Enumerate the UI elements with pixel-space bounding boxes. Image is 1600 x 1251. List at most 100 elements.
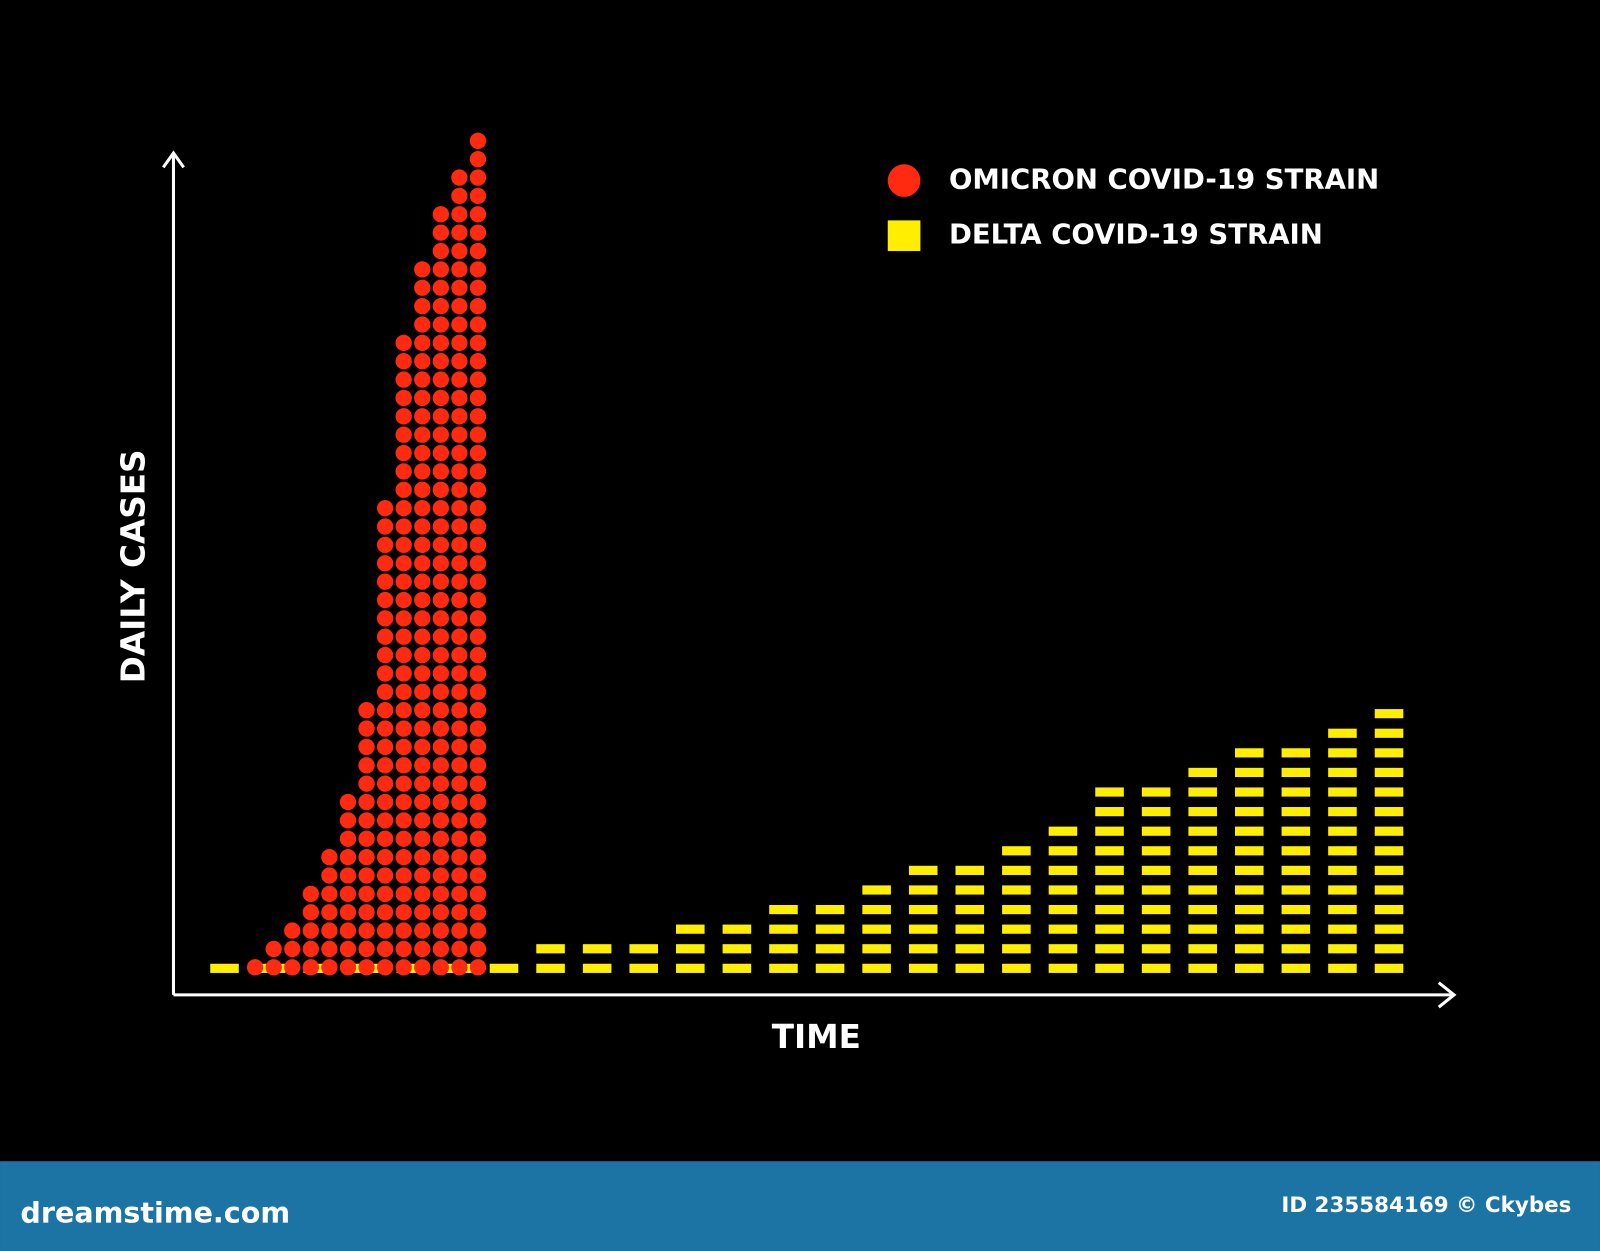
dash [1374, 826, 1404, 836]
column [676, 924, 705, 973]
dot [376, 940, 394, 958]
dot [395, 683, 412, 700]
dot [469, 738, 487, 756]
dash [1234, 787, 1264, 797]
dash [1328, 767, 1357, 778]
dot [451, 206, 468, 223]
column [414, 261, 431, 976]
dot [432, 371, 449, 388]
dot [451, 830, 468, 847]
dot [376, 591, 394, 609]
dash [1095, 865, 1124, 875]
footer-bar [0, 1161, 1600, 1251]
dot [469, 885, 487, 903]
dot [339, 940, 357, 958]
dot [451, 279, 468, 296]
dot [432, 591, 449, 609]
dash [1374, 728, 1404, 738]
dot [414, 536, 431, 554]
dot [414, 279, 431, 296]
dot [358, 830, 375, 847]
dash [1095, 807, 1124, 817]
dash [1234, 885, 1264, 895]
dash [1281, 885, 1311, 895]
column [955, 865, 985, 973]
dot [376, 848, 394, 866]
column [582, 944, 612, 973]
dot [395, 408, 412, 425]
dot [414, 738, 431, 756]
dot [432, 830, 449, 847]
dot [432, 463, 449, 480]
dash [676, 963, 705, 973]
dash [1188, 826, 1217, 836]
dot [469, 867, 487, 884]
dash [955, 924, 985, 934]
dash [536, 944, 565, 954]
dash [955, 944, 985, 954]
dot [451, 646, 468, 664]
dash [1141, 963, 1171, 973]
column [321, 848, 338, 976]
dot [469, 261, 487, 278]
dot [376, 904, 394, 921]
dot [414, 628, 431, 645]
dot [376, 757, 394, 774]
plot [210, 132, 1404, 976]
dash [1095, 846, 1124, 856]
dot [432, 499, 449, 517]
dot [469, 628, 487, 645]
dot [432, 775, 449, 792]
dash [769, 963, 798, 973]
dot [358, 757, 375, 774]
dot [451, 720, 468, 737]
dot [432, 242, 449, 260]
column [769, 904, 798, 973]
dot [376, 885, 394, 903]
dot [451, 959, 468, 976]
dot [432, 720, 449, 737]
dot [451, 261, 468, 278]
dash [1328, 787, 1357, 797]
legend-label: OMICRON COVID-19 STRAIN [949, 164, 1379, 196]
dot [395, 867, 412, 884]
dot [395, 830, 412, 847]
dot [358, 959, 375, 976]
dot [339, 885, 357, 903]
dot [432, 408, 449, 425]
dot [358, 848, 375, 866]
dash [1328, 885, 1357, 895]
dot [451, 444, 468, 462]
dot [321, 940, 338, 958]
column [1048, 826, 1078, 973]
dot [432, 334, 449, 352]
dot [376, 959, 394, 976]
dash [582, 963, 612, 973]
dash [1048, 846, 1078, 856]
dot [432, 573, 449, 590]
dash [1234, 767, 1264, 778]
dash [955, 963, 985, 973]
dot [469, 940, 487, 958]
dot [469, 536, 487, 554]
dash [676, 944, 705, 954]
dot [414, 646, 431, 664]
dash [908, 904, 938, 915]
dash [1141, 904, 1171, 915]
dot [451, 536, 468, 554]
dash [815, 963, 845, 973]
dot [376, 628, 394, 645]
dash [1374, 787, 1404, 797]
dash [1234, 748, 1264, 758]
dot [451, 555, 468, 572]
column [1281, 748, 1311, 973]
dot [469, 610, 487, 627]
x-arrow [1437, 981, 1457, 1009]
dot [469, 646, 487, 664]
dot [376, 702, 394, 719]
dash [1188, 767, 1217, 778]
dot [395, 720, 412, 737]
dash [1095, 963, 1124, 973]
column [469, 132, 487, 976]
